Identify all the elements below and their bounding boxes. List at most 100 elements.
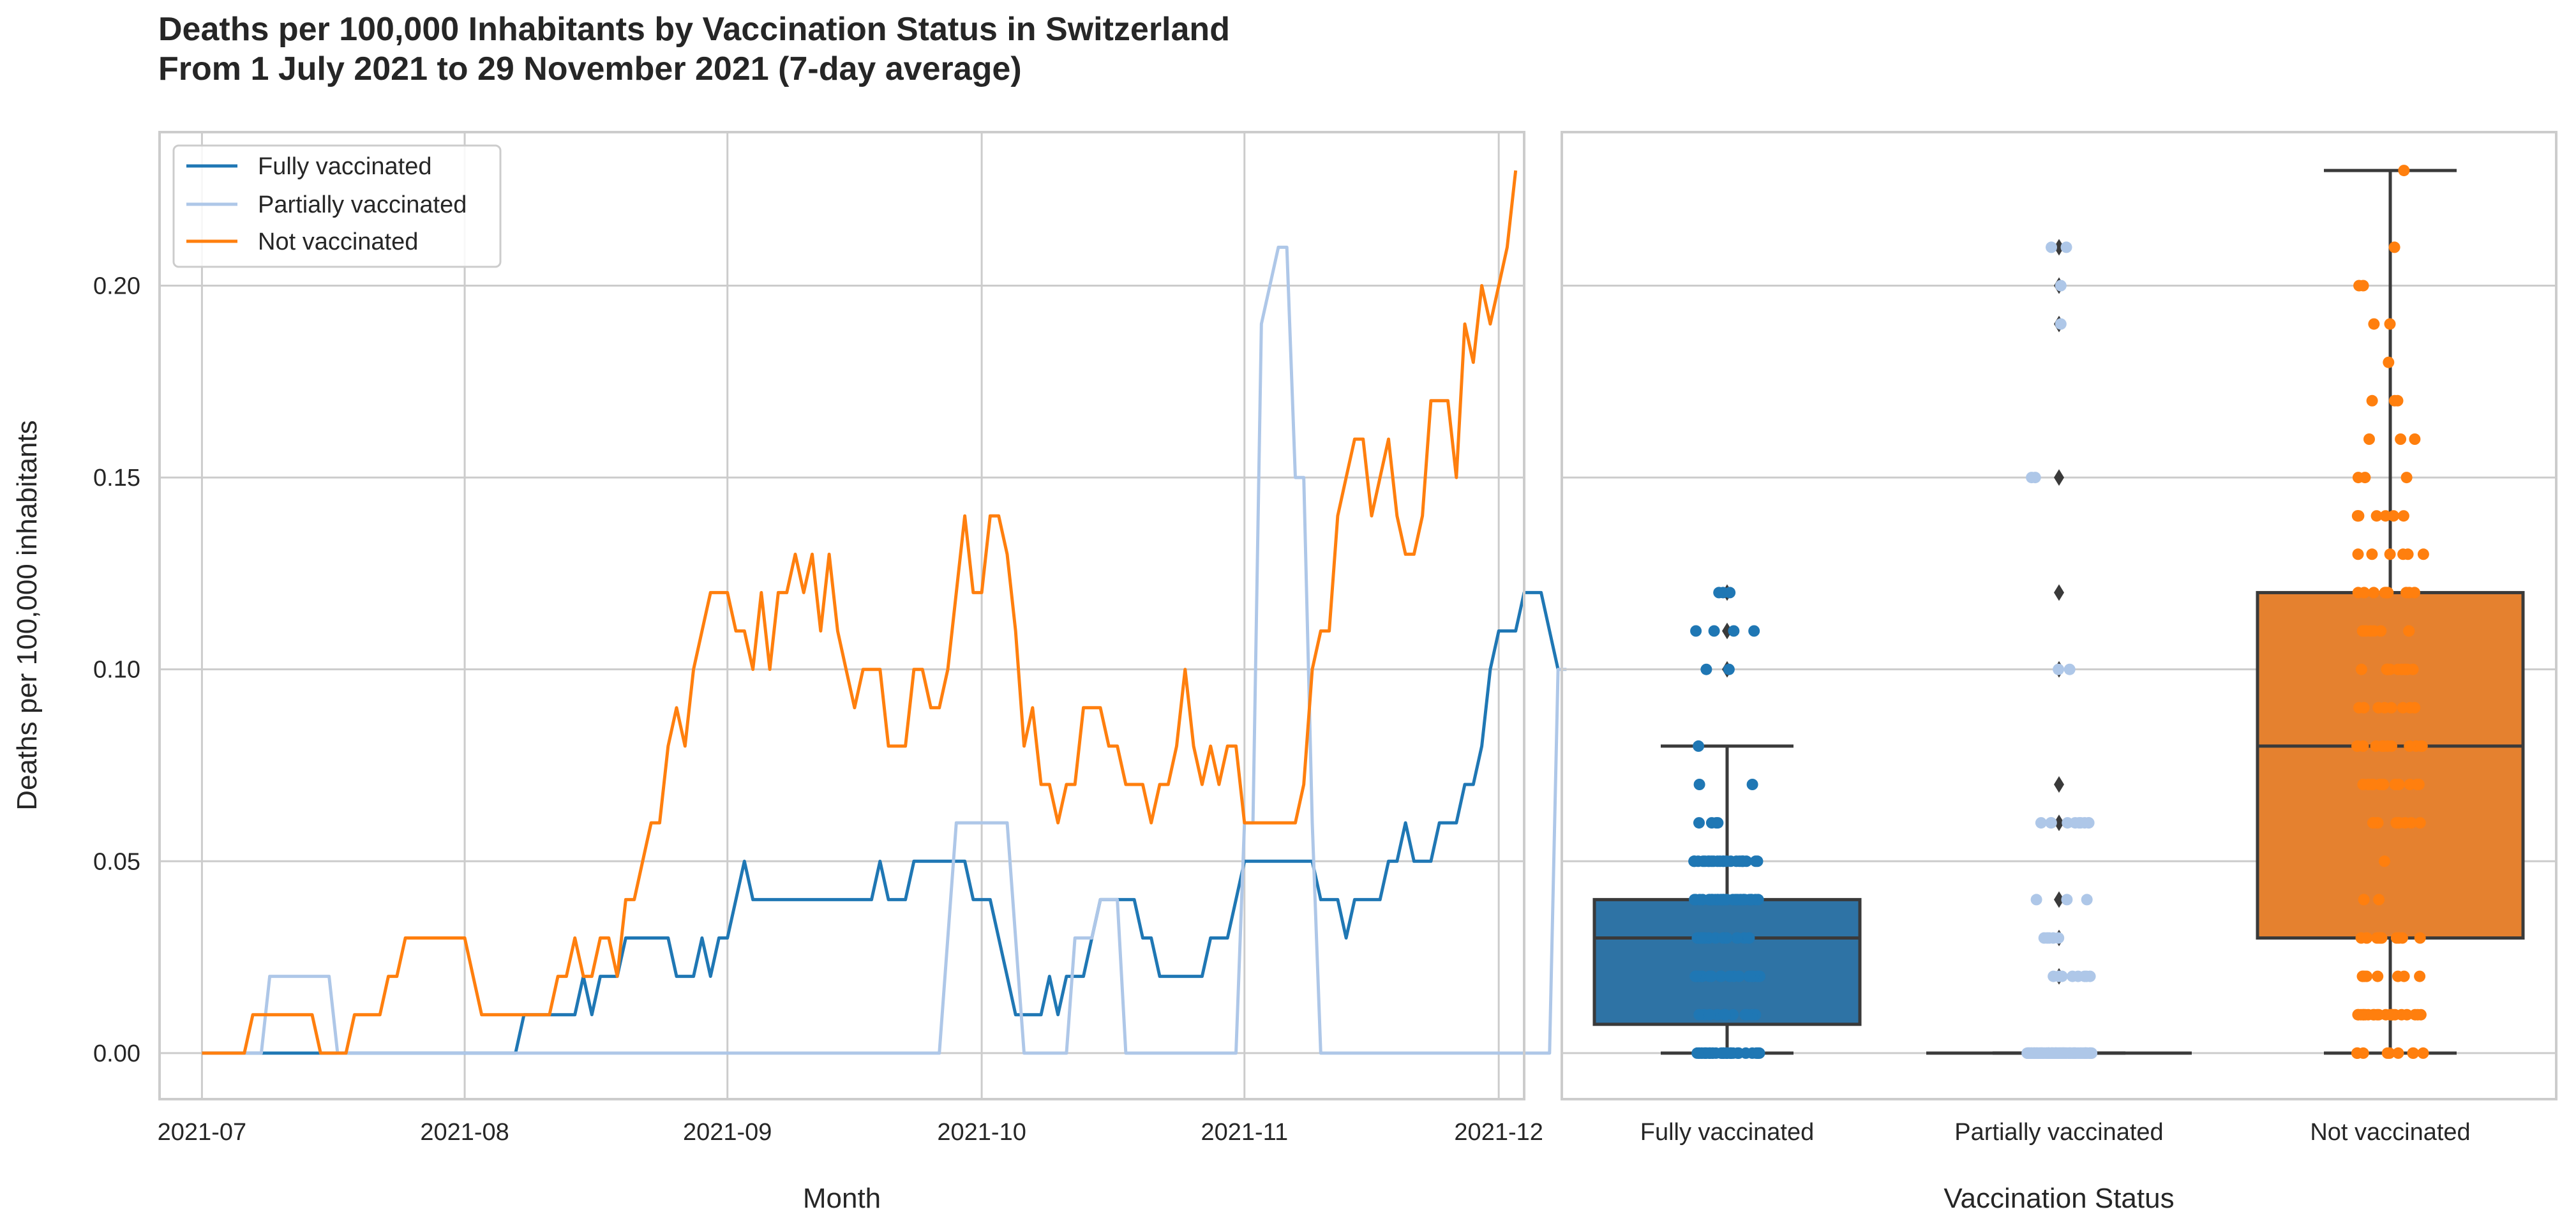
strip-point-fully-vaccinated [1721,932,1733,944]
strip-point-partially-vaccinated [2074,1047,2086,1059]
strip-point-not-vaccinated [2353,510,2365,522]
strip-point-partially-vaccinated [2081,970,2093,982]
strip-point-not-vaccinated [2412,1009,2423,1021]
strip-point-not-vaccinated [2397,510,2409,522]
strip-point-not-vaccinated [2402,548,2414,560]
line-series-partially-vaccinated [202,245,1567,1055]
box-outlier-partially-vaccinated [2054,239,2064,256]
strip-point-not-vaccinated [2417,1047,2429,1059]
strip-point-partially-vaccinated [2029,472,2041,484]
line-chart-x-axis-label: Month [803,1183,881,1214]
strip-point-not-vaccinated [2351,740,2363,752]
strip-point-not-vaccinated [2357,779,2369,790]
strip-point-fully-vaccinated [1713,587,1725,599]
strip-point-not-vaccinated [2383,356,2395,368]
strip-point-fully-vaccinated [1744,970,1756,982]
strip-point-partially-vaccinated [2072,970,2084,982]
strip-point-not-vaccinated [2414,970,2426,982]
strip-point-not-vaccinated [2355,663,2367,675]
figure-title-line2: From 1 July 2021 to 29 November 2021 (7-… [158,50,1022,87]
line-chart-series [202,170,1567,1055]
strip-point-fully-vaccinated [1753,1047,1765,1059]
box-chart-panel: Fully vaccinated Partially vaccinated No… [1561,131,2557,1214]
box-outlier-partially-vaccinated [2054,584,2064,601]
strip-point-not-vaccinated [2352,548,2364,560]
strip-point-not-vaccinated [2366,548,2378,560]
legend-label-not-vaccinated: Not vaccinated [258,229,418,255]
strip-point-partially-vaccinated [2055,318,2067,330]
strip-point-fully-vaccinated [1738,894,1750,906]
box-x-tick-not-vaccinated: Not vaccinated [2310,1119,2470,1146]
strip-point-not-vaccinated [2393,817,2405,829]
box-chart-x-axis-label: Vaccination Status [1943,1183,2174,1214]
strip-point-not-vaccinated [2367,779,2379,790]
strip-point-fully-vaccinated [1710,1047,1722,1059]
strip-point-not-vaccinated [2409,701,2421,714]
strip-point-not-vaccinated [2368,1009,2380,1021]
strip-point-not-vaccinated [2368,318,2380,330]
strip-point-partially-vaccinated [2060,241,2072,253]
strip-point-fully-vaccinated [1705,970,1718,982]
line-chart-x-tick-label: 2021-10 [937,1119,1026,1146]
box-chart-frame [1561,131,2557,1100]
strip-point-fully-vaccinated [1731,932,1743,944]
strip-point-fully-vaccinated [1723,663,1735,675]
strip-point-not-vaccinated [2355,1009,2367,1021]
strip-point-fully-vaccinated [1695,932,1707,944]
strip-point-not-vaccinated [2372,970,2384,982]
strip-point-fully-vaccinated [1748,625,1760,637]
strip-point-not-vaccinated [2367,817,2379,829]
strip-point-not-vaccinated [2403,625,2415,637]
strip-point-not-vaccinated [2386,740,2397,752]
line-chart-y-tick-label: 0.05 [93,848,140,875]
line-chart-y-tick-label: 0.15 [93,465,140,491]
strip-point-fully-vaccinated [1693,817,1705,829]
strip-point-fully-vaccinated [1728,625,1740,637]
box-outlier-partially-vaccinated [2054,469,2064,486]
strip-point-not-vaccinated [2373,932,2385,944]
strip-point-not-vaccinated [2395,433,2407,445]
strip-point-not-vaccinated [2373,894,2385,906]
strip-point-not-vaccinated [2388,510,2400,522]
strip-point-fully-vaccinated [1704,1009,1716,1021]
strip-point-not-vaccinated [2381,587,2393,599]
strip-point-fully-vaccinated [1707,894,1719,906]
strip-point-not-vaccinated [2384,548,2396,560]
strip-point-not-vaccinated [2393,779,2405,790]
strip-point-fully-vaccinated [1719,1009,1731,1021]
strip-point-fully-vaccinated [1693,1009,1705,1021]
strip-point-not-vaccinated [2386,1009,2398,1021]
strip-point-not-vaccinated [2351,1047,2363,1059]
strip-point-partially-vaccinated [2053,663,2065,675]
strip-point-not-vaccinated [2379,701,2391,714]
strip-point-fully-vaccinated [1732,1047,1744,1059]
box-outlier-partially-vaccinated [2054,891,2064,908]
strip-point-not-vaccinated [2376,740,2388,752]
strip-point-partially-vaccinated [2081,894,2093,906]
strip-point-not-vaccinated [2378,779,2390,790]
strip-point-fully-vaccinated [1733,970,1745,982]
strip-point-not-vaccinated [2404,779,2416,790]
strip-point-not-vaccinated [2409,433,2421,445]
strip-point-not-vaccinated [2398,970,2410,982]
strip-point-partially-vaccinated [2059,1047,2071,1059]
figure-title-line1: Deaths per 100,000 Inhabitants by Vaccin… [158,11,1230,48]
strip-point-fully-vaccinated [1741,1009,1753,1021]
strip-point-partially-vaccinated [2041,932,2053,944]
strip-point-not-vaccinated [2392,394,2404,407]
strip-point-not-vaccinated [2398,165,2410,177]
strip-point-not-vaccinated [2368,587,2380,599]
line-chart-y-tick-label: 0.20 [93,273,140,299]
line-chart-gridlines [160,132,1524,1099]
strip-point-not-vaccinated [2381,1047,2393,1059]
line-series-fully-vaccinated [202,590,1560,1055]
box-outlier-partially-vaccinated [2054,776,2064,793]
strip-point-partially-vaccinated [2030,894,2042,906]
strip-point-not-vaccinated [2401,1009,2413,1021]
strip-point-fully-vaccinated [1724,587,1736,599]
strip-point-not-vaccinated [2396,932,2408,944]
strip-point-not-vaccinated [2381,663,2393,675]
strip-point-not-vaccinated [2353,701,2365,714]
strip-point-partially-vaccinated [2034,1047,2046,1059]
line-chart-x-tick-label: 2021-08 [420,1119,509,1146]
